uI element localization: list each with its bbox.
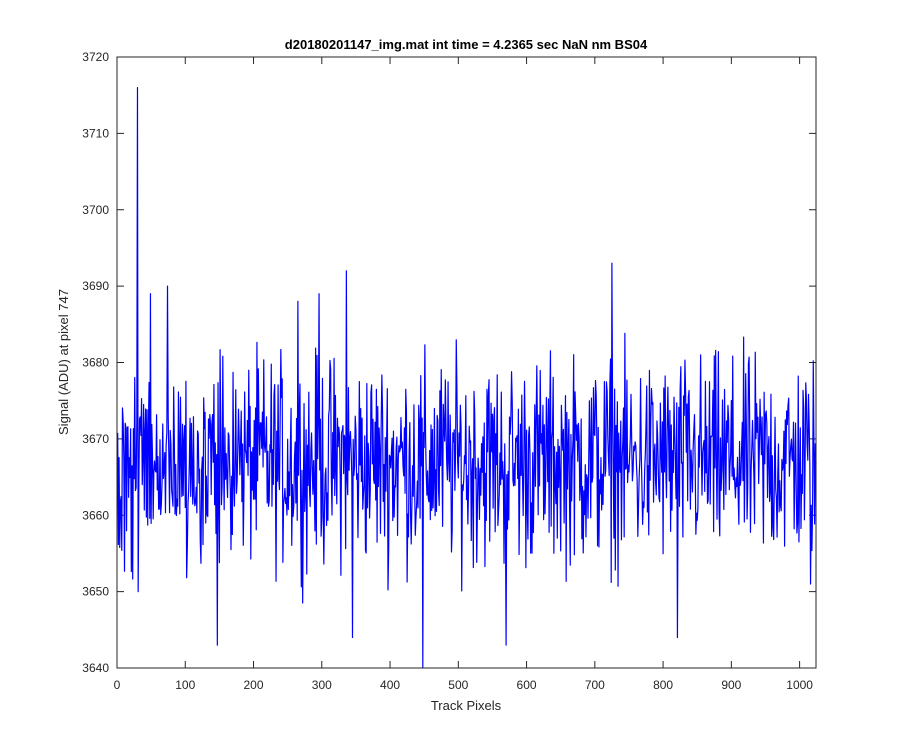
x-axis-ticks: 0 100 200 300 400 500 600 700 800 900 1000 xyxy=(114,57,813,692)
x-tick-label: 1000 xyxy=(786,678,813,692)
y-axis-ticks: 3640 3650 3660 3670 3680 3690 3700 3710 3720 xyxy=(82,50,816,675)
x-tick-label: 300 xyxy=(312,678,332,692)
plot-area xyxy=(117,57,816,668)
axes-box xyxy=(116,56,817,669)
x-axis-label: Track Pixels xyxy=(431,698,502,713)
y-tick-label: 3640 xyxy=(82,661,109,675)
x-tick-label: 500 xyxy=(448,678,468,692)
x-tick-label: 700 xyxy=(585,678,605,692)
y-tick-label: 3650 xyxy=(82,585,109,599)
y-tick-label: 3690 xyxy=(82,279,109,293)
x-tick-label: 800 xyxy=(653,678,673,692)
series-line xyxy=(117,86,817,669)
x-tick-label: 100 xyxy=(175,678,195,692)
y-tick-label: 3710 xyxy=(82,126,109,140)
chart-title: d20180201147_img.mat int time = 4.2365 s… xyxy=(285,37,648,52)
y-tick-label: 3700 xyxy=(82,203,109,217)
x-tick-label: 600 xyxy=(517,678,537,692)
x-tick-label: 0 xyxy=(114,678,121,692)
y-tick-label: 3680 xyxy=(82,356,109,370)
y-axis-label: Signal (ADU) at pixel 747 xyxy=(56,289,71,435)
x-tick-label: 200 xyxy=(244,678,264,692)
y-tick-label: 3720 xyxy=(82,50,109,64)
y-tick-label: 3660 xyxy=(82,508,109,522)
y-tick-label: 3670 xyxy=(82,432,109,446)
x-tick-label: 400 xyxy=(380,678,400,692)
x-tick-label: 900 xyxy=(721,678,741,692)
